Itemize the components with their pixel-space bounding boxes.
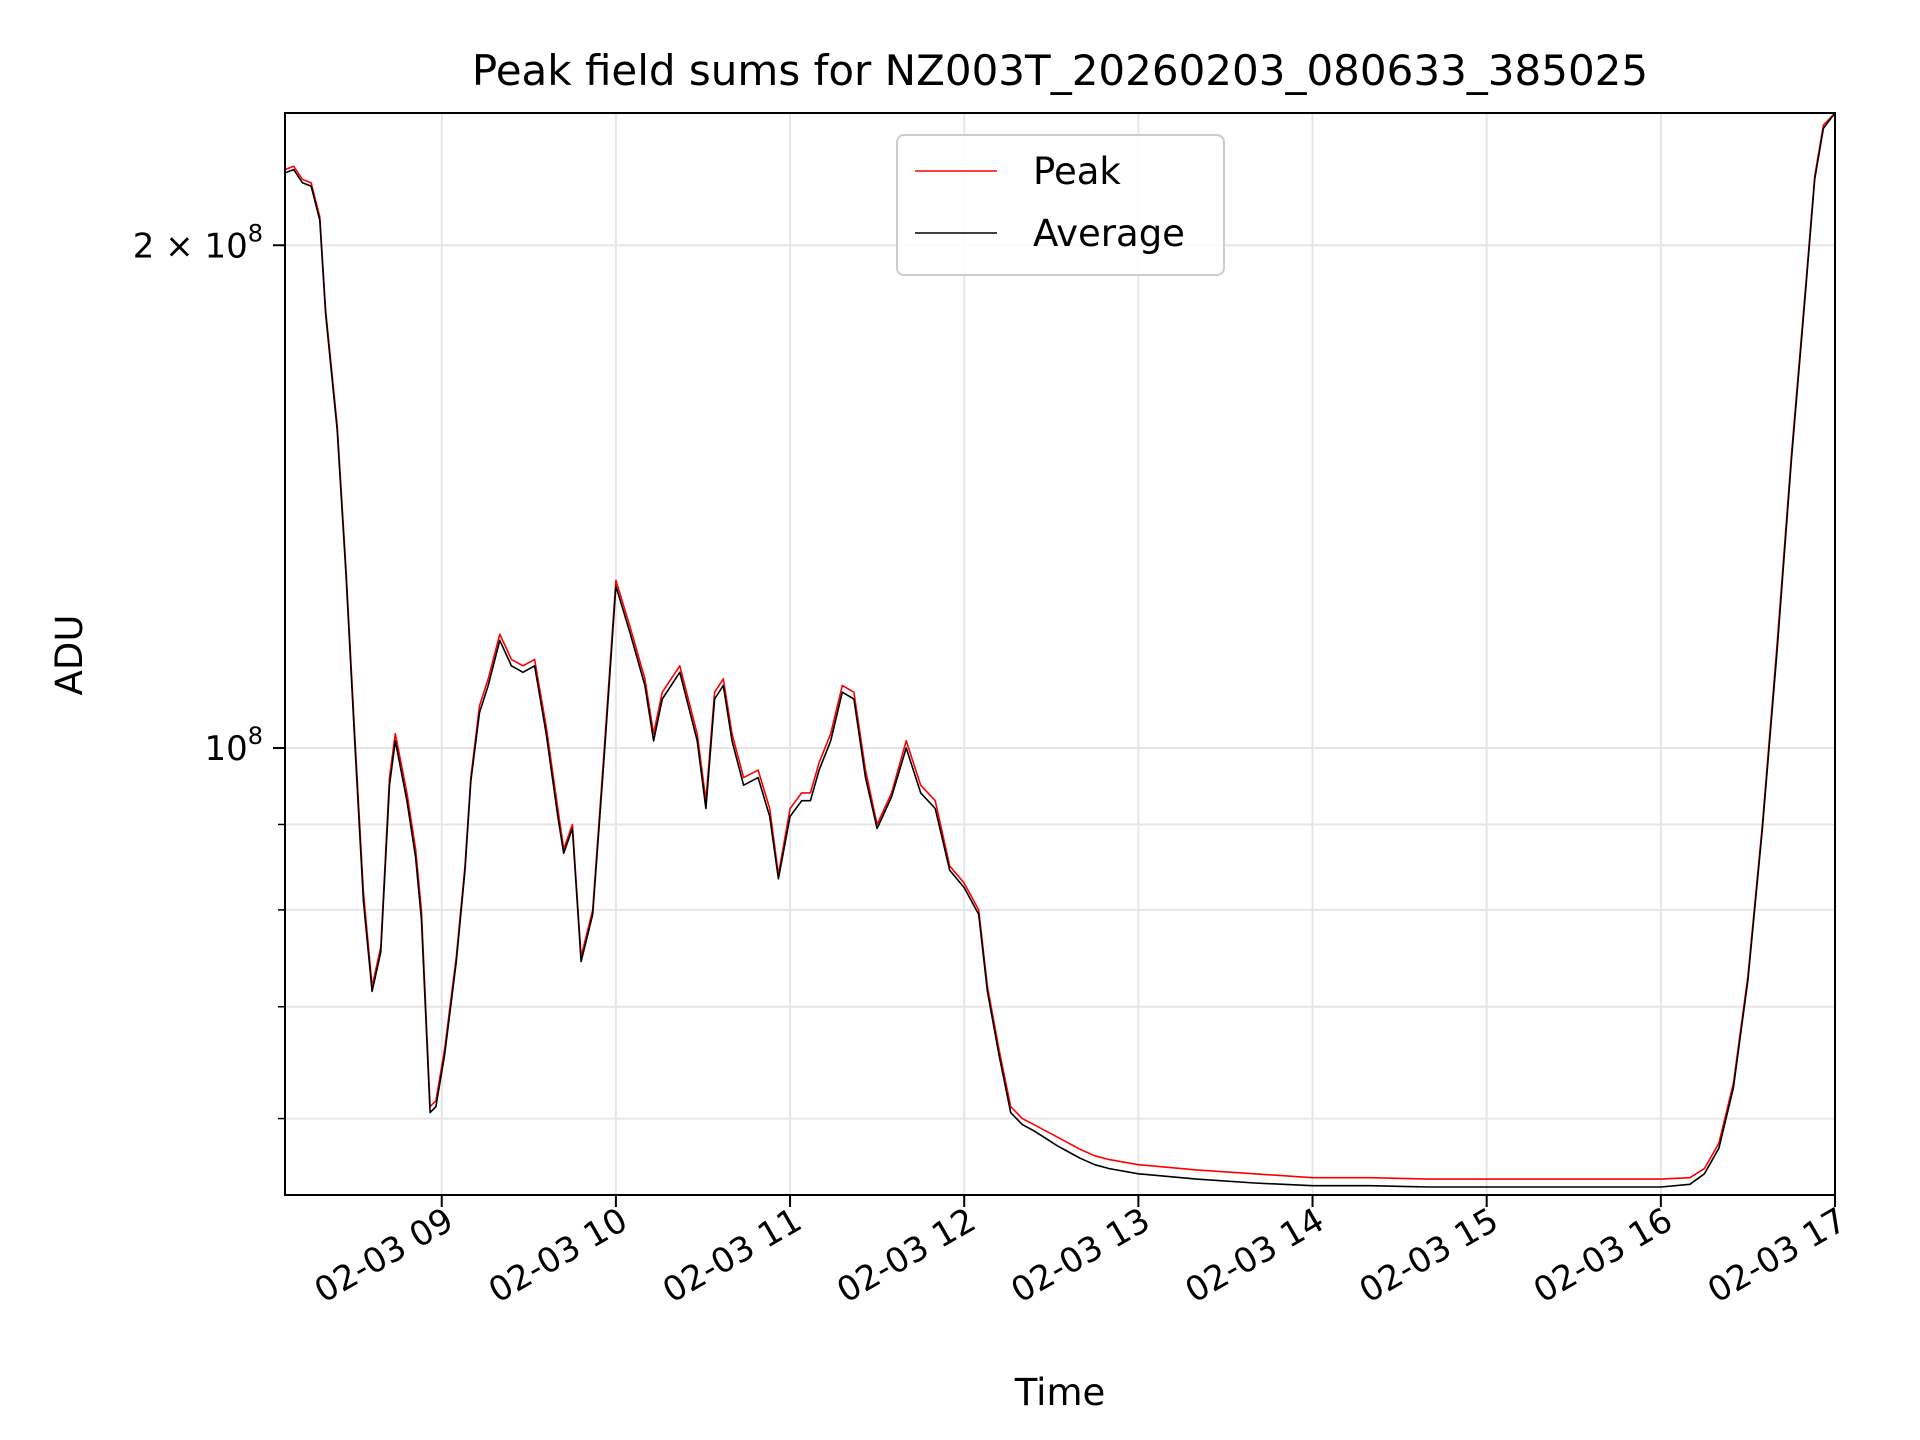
series-lines [285, 113, 1835, 1188]
y-axis-label: ADU [48, 615, 91, 696]
legend-box [896, 134, 1225, 276]
legend-label-peak: Peak [1033, 150, 1121, 193]
plot-area-frame [284, 112, 1836, 1196]
legend-label-average: Average [1033, 212, 1185, 255]
series-line-average [285, 113, 1835, 1188]
chart-title: Peak field sums for NZ003T_20260203_0806… [472, 46, 1648, 95]
y-tick-label: 108 [204, 722, 263, 769]
y-tick-label: 2 × 108 [133, 219, 263, 266]
y-axis-ticks: 108 2 × 108 [133, 219, 285, 1120]
x-axis-label: Time [1014, 1371, 1106, 1414]
legend: Peak Average [896, 134, 1225, 276]
